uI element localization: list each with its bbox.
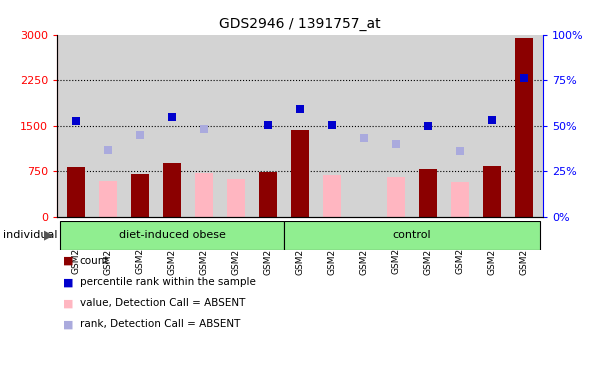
Text: count: count: [80, 256, 109, 266]
Text: individual: individual: [3, 230, 58, 240]
FancyBboxPatch shape: [284, 221, 540, 250]
Bar: [387, 177, 405, 217]
Bar: [195, 173, 213, 217]
Text: diet-induced obese: diet-induced obese: [119, 230, 226, 240]
Bar: [259, 172, 277, 217]
Bar: [227, 179, 245, 217]
Bar: [419, 169, 437, 217]
Text: ■: ■: [63, 298, 74, 308]
Text: percentile rank within the sample: percentile rank within the sample: [80, 277, 256, 287]
Bar: [131, 174, 149, 217]
Title: GDS2946 / 1391757_at: GDS2946 / 1391757_at: [219, 17, 381, 31]
Bar: [67, 167, 85, 217]
Text: control: control: [392, 230, 431, 240]
Text: rank, Detection Call = ABSENT: rank, Detection Call = ABSENT: [80, 319, 240, 329]
Text: ■: ■: [63, 256, 74, 266]
Bar: [483, 167, 500, 217]
Text: ■: ■: [63, 277, 74, 287]
FancyBboxPatch shape: [60, 221, 284, 250]
Bar: [100, 181, 117, 217]
Text: ■: ■: [63, 319, 74, 329]
Text: ▶: ▶: [44, 229, 53, 242]
Bar: [291, 130, 309, 217]
Bar: [451, 182, 469, 217]
Bar: [515, 38, 533, 217]
Text: value, Detection Call = ABSENT: value, Detection Call = ABSENT: [80, 298, 245, 308]
Bar: [323, 175, 341, 217]
Bar: [163, 164, 181, 217]
